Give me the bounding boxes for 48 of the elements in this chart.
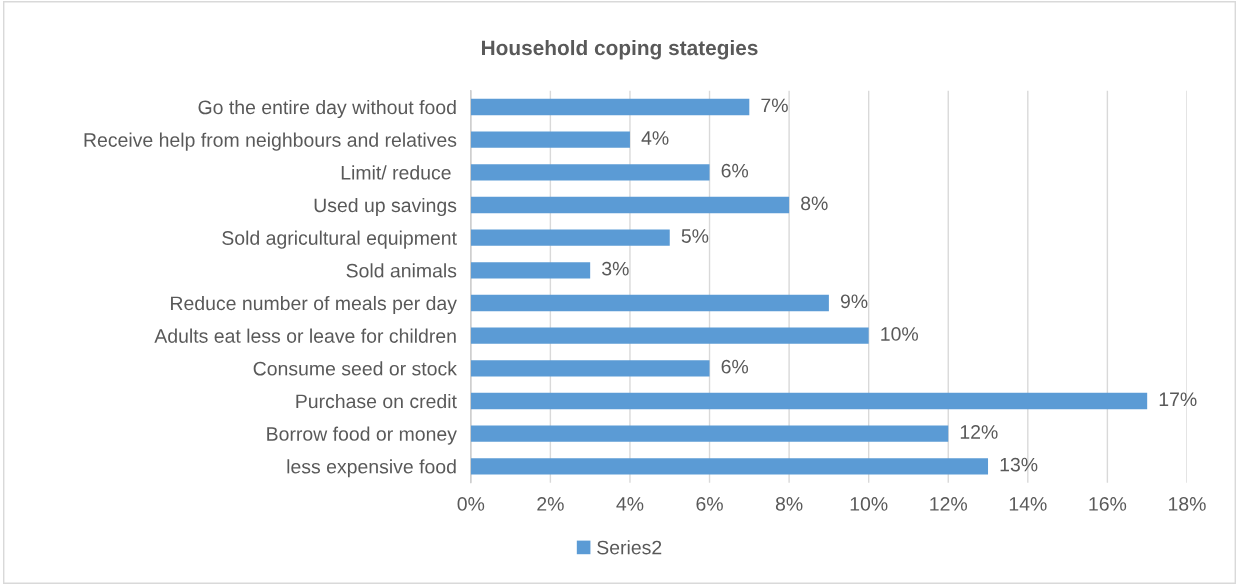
bar bbox=[470, 229, 670, 246]
y-tick-label: Consume seed or stock bbox=[253, 361, 457, 376]
data-label: 6% bbox=[721, 359, 749, 374]
data-label: 13% bbox=[1000, 457, 1038, 472]
data-label: 5% bbox=[681, 229, 709, 243]
bar bbox=[470, 98, 750, 116]
x-tick-label: 6% bbox=[696, 497, 723, 511]
bar bbox=[470, 262, 591, 279]
y-tick-label: Receive help from neighbours and relatives bbox=[84, 132, 457, 151]
data-label: 7% bbox=[761, 98, 788, 113]
bar bbox=[470, 425, 949, 442]
y-tick-label: Used up savings bbox=[314, 197, 457, 217]
bar bbox=[470, 392, 1148, 410]
data-label: 12% bbox=[960, 425, 998, 439]
x-tick-label: 4% bbox=[616, 497, 644, 511]
data-label: 17% bbox=[1159, 392, 1197, 407]
y-tick-label: Purchase on credit bbox=[296, 393, 457, 409]
bar bbox=[470, 458, 989, 475]
legend-label: Series2 bbox=[597, 540, 662, 555]
data-label: 8% bbox=[801, 196, 828, 211]
bar bbox=[470, 327, 869, 344]
y-tick-label: Reduce number of meals per day bbox=[171, 295, 457, 315]
x-tick-label: 14% bbox=[1009, 497, 1047, 511]
bar bbox=[470, 164, 710, 181]
y-tick-label: Sold agricultural equipment bbox=[222, 230, 457, 249]
data-label: 4% bbox=[641, 131, 669, 145]
data-label: 9% bbox=[840, 294, 868, 309]
x-tick-label: 2% bbox=[537, 497, 564, 511]
chart-title: Household coping stategies bbox=[482, 39, 758, 60]
y-tick-label: Borrow food or money bbox=[267, 426, 457, 445]
x-tick-label: 16% bbox=[1089, 497, 1127, 511]
bar bbox=[470, 294, 829, 312]
bar bbox=[470, 131, 630, 148]
x-tick-label: 8% bbox=[775, 497, 803, 511]
x-tick-label: 0% bbox=[457, 497, 485, 511]
y-tick-label: Adults eat less or leave for children bbox=[154, 328, 456, 343]
bar bbox=[470, 360, 710, 377]
x-tick-label: 12% bbox=[930, 497, 968, 511]
bar bbox=[470, 196, 790, 214]
y-tick-label: less expensive food bbox=[287, 459, 456, 478]
y-tick-label: Go the entire day without food bbox=[198, 99, 456, 119]
data-label: 3% bbox=[602, 261, 629, 276]
y-tick-label: Sold animals bbox=[346, 263, 457, 278]
y-tick-label: Limit/ reduce bbox=[341, 165, 451, 180]
data-label: 6% bbox=[721, 163, 749, 178]
x-tick-label: 10% bbox=[850, 497, 888, 511]
data-label: 10% bbox=[881, 327, 919, 341]
x-tick-label: 18% bbox=[1168, 497, 1206, 511]
